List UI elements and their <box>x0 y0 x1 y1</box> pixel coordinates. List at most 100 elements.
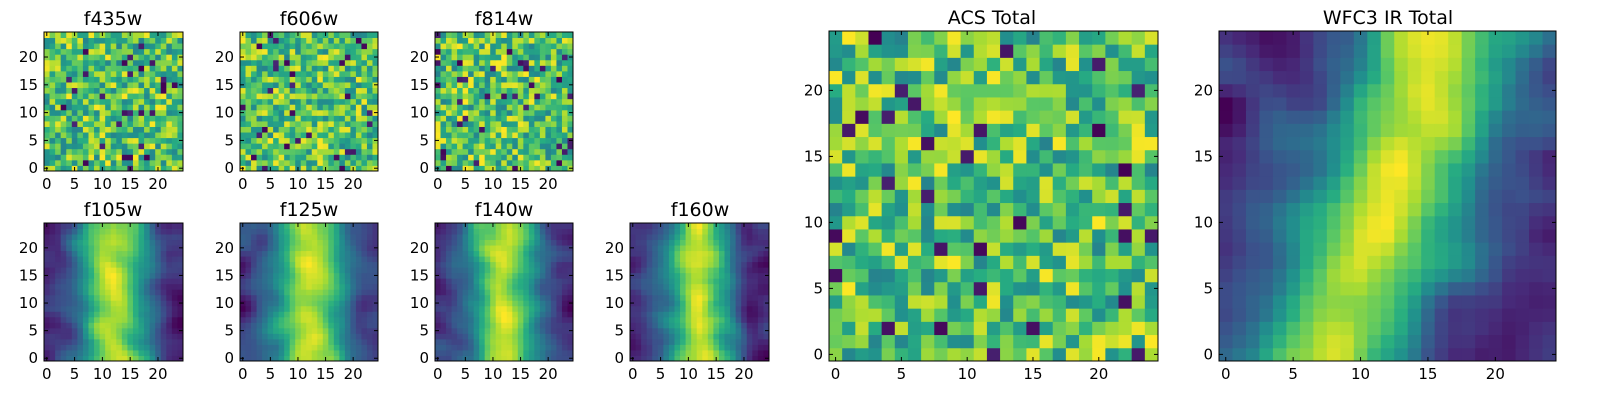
heatmap-cell <box>473 43 480 50</box>
heatmap-cell <box>495 294 502 301</box>
heatmap-cell <box>82 32 89 39</box>
y-tick-label: 20 <box>215 48 234 66</box>
heatmap-cell <box>94 256 101 263</box>
heatmap-cell <box>741 245 748 252</box>
heatmap-cell <box>160 311 167 318</box>
heatmap-cell <box>1092 295 1106 309</box>
heatmap-cell <box>1052 242 1067 256</box>
heatmap-cell <box>267 159 274 166</box>
x-tick-label: 20 <box>148 365 167 383</box>
heatmap-cell <box>317 54 324 61</box>
heatmap-cell <box>663 239 670 246</box>
heatmap-cell <box>934 321 948 336</box>
heatmap-cell <box>333 159 340 166</box>
heatmap-cell <box>702 228 709 235</box>
heatmap-cell <box>66 322 73 329</box>
heatmap-cell <box>763 305 770 312</box>
heatmap-cell <box>339 234 346 241</box>
heatmap-cell <box>947 321 962 336</box>
heatmap-cell <box>121 48 128 55</box>
heatmap-cell <box>116 228 123 235</box>
heatmap-cell <box>132 349 139 356</box>
heatmap-cell <box>333 333 340 340</box>
heatmap-cell <box>539 278 546 285</box>
heatmap-cell <box>116 43 123 50</box>
heatmap-cell <box>121 300 128 307</box>
heatmap-cell <box>691 311 698 318</box>
heatmap-cell <box>55 278 62 285</box>
heatmap-cell <box>355 278 362 285</box>
heatmap-cell <box>484 143 491 150</box>
heatmap-cell <box>446 256 453 263</box>
heatmap-cell <box>328 355 335 362</box>
heatmap-cell <box>646 316 653 323</box>
heatmap-cell <box>1079 176 1093 190</box>
heatmap-cell <box>724 311 731 318</box>
heatmap-cell <box>501 104 508 111</box>
heatmap-cell <box>339 143 346 150</box>
heatmap-cell <box>730 267 737 274</box>
heatmap-cell <box>333 32 340 39</box>
heatmap-cell <box>440 239 447 246</box>
heatmap-cell <box>512 228 519 235</box>
heatmap-cell <box>171 234 178 241</box>
heatmap-cell <box>528 278 535 285</box>
heatmap-cell <box>440 148 447 155</box>
heatmap-cell <box>707 228 714 235</box>
heatmap-cell <box>116 165 123 172</box>
heatmap-cell <box>451 154 458 161</box>
heatmap-cell <box>311 43 318 50</box>
y-tick-label: 20 <box>215 239 234 257</box>
heatmap-cell <box>680 316 687 323</box>
heatmap-cell <box>635 294 642 301</box>
heatmap-cell <box>361 316 368 323</box>
heatmap-cell <box>724 239 731 246</box>
heatmap-cell <box>344 294 351 301</box>
heatmap-cell <box>82 311 89 318</box>
heatmap-cell <box>240 234 246 241</box>
x-tick-label: 20 <box>539 365 558 383</box>
heatmap-cell <box>311 305 318 312</box>
heatmap-cell <box>306 48 313 55</box>
heatmap-cell <box>746 333 753 340</box>
heatmap-cell <box>501 283 508 290</box>
heatmap-cell <box>446 322 453 329</box>
heatmap-cell <box>556 132 563 139</box>
heatmap-cell <box>116 245 123 252</box>
heatmap-cell <box>355 82 362 89</box>
heatmap-cell <box>284 355 291 362</box>
heatmap-cell <box>550 289 557 296</box>
heatmap-cell <box>473 283 480 290</box>
heatmap-cell <box>495 305 502 312</box>
heatmap-cell <box>344 327 351 334</box>
heatmap-cell <box>77 104 84 111</box>
heatmap-cell <box>561 120 568 127</box>
y-tick-label: 0 <box>614 349 624 367</box>
heatmap-cell <box>306 159 313 166</box>
heatmap-cell <box>71 54 78 61</box>
heatmap-cell <box>88 165 95 172</box>
heatmap-cell <box>160 344 167 351</box>
heatmap-cell <box>149 327 156 334</box>
heatmap-cell <box>468 59 475 66</box>
heatmap-cell <box>328 322 335 329</box>
heatmap-cell <box>116 322 123 329</box>
heatmap-cell <box>691 316 698 323</box>
heatmap-cell <box>545 93 552 100</box>
heatmap-cell <box>457 223 464 229</box>
heatmap-cell <box>718 333 725 340</box>
heatmap-cell <box>451 115 458 122</box>
heatmap-cell <box>556 109 563 116</box>
heatmap-cell <box>251 132 258 139</box>
heatmap-cell <box>1118 334 1133 349</box>
heatmap-cell <box>256 87 263 94</box>
heatmap-cell <box>495 261 502 268</box>
heatmap-cell <box>88 87 95 94</box>
heatmap-cell <box>149 70 156 77</box>
heatmap-cell <box>317 245 324 252</box>
heatmap-cell <box>490 305 497 312</box>
heatmap-cell <box>484 300 491 307</box>
heatmap-cell <box>317 93 324 100</box>
heatmap-cell <box>735 300 742 307</box>
heatmap-cell <box>245 283 252 290</box>
